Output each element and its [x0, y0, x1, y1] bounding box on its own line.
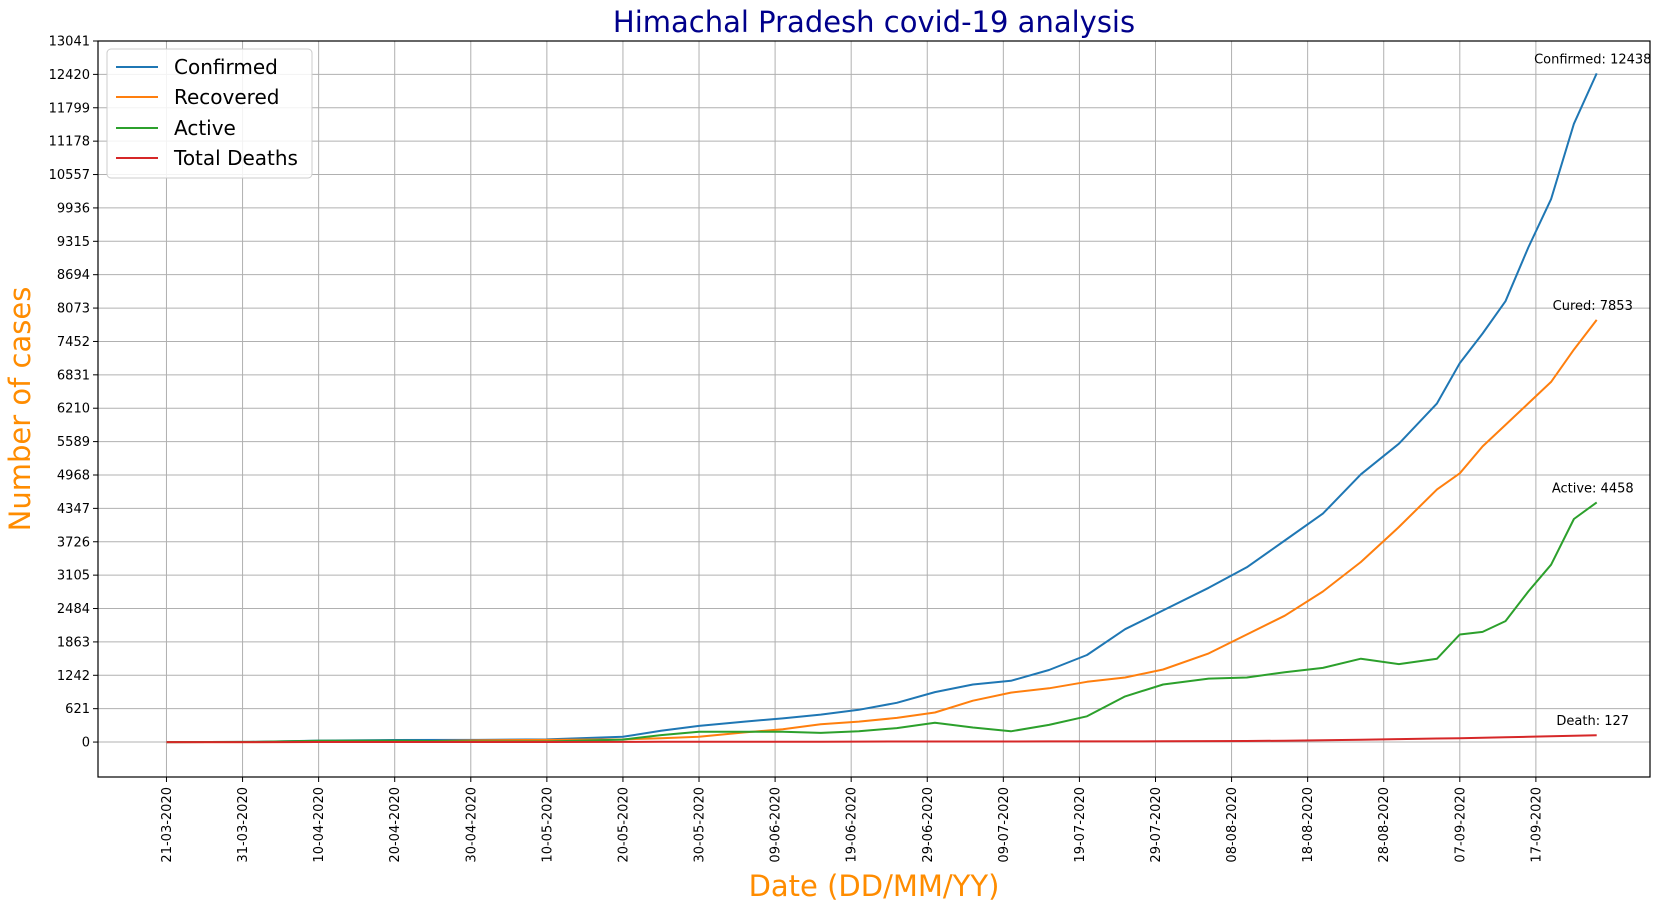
y-tick-label: 9315: [57, 235, 90, 250]
x-tick-label: 31-03-2020: [236, 787, 251, 863]
x-tick-label: 17-09-2020: [1529, 787, 1544, 863]
series-lines: [166, 72, 1598, 744]
y-tick-label: 0: [82, 736, 90, 751]
x-axis-label: Date (DD/MM/YY): [749, 869, 1000, 903]
x-tick-label: 09-06-2020: [769, 787, 784, 863]
y-tick-label: 4347: [57, 502, 90, 517]
y-axis-ticks: 0 621 1242 1863 2484 3105 3726 4347 4968 5589 6210…: [49, 35, 98, 751]
series-line-confirmed: [166, 72, 1598, 744]
x-tick-label: 09-07-2020: [997, 787, 1012, 863]
y-tick-label: 2484: [57, 602, 90, 617]
x-tick-label: 07-09-2020: [1453, 787, 1468, 863]
legend-entry-confirmed: Confirmed: [116, 55, 278, 79]
x-tick-label: 10-04-2020: [312, 787, 327, 863]
legend-entry-recovered: Recovered: [116, 85, 279, 109]
x-tick-label: 10-05-2020: [540, 787, 555, 863]
y-tick-label: 11178: [49, 135, 90, 150]
y-tick-label: 10557: [49, 168, 90, 183]
y-tick-label: 12420: [49, 68, 90, 83]
legend-entry-active: Active: [116, 116, 236, 140]
x-tick-label: 19-07-2020: [1073, 787, 1088, 863]
y-axis-label: Number of cases: [3, 287, 37, 532]
x-axis-ticks: 21-03-2020 31-03-2020 10-04-2020 20-04-2020…: [160, 777, 1544, 863]
x-tick-label: 30-04-2020: [464, 787, 479, 863]
y-tick-label: 5589: [57, 435, 90, 450]
legend-box: [106, 48, 313, 179]
x-tick-label: 28-08-2020: [1377, 787, 1392, 863]
y-tick-label: 1863: [57, 635, 90, 650]
x-tick-label: 29-06-2020: [921, 787, 936, 863]
x-tick-label: 19-06-2020: [845, 787, 860, 863]
annotation-confirmed: Confirmed: 12438: [1534, 52, 1651, 67]
y-tick-label: 9936: [57, 201, 90, 216]
annotation-active: Active: 4458: [1552, 481, 1634, 496]
y-tick-label: 621: [65, 702, 90, 717]
plot-frame: [97, 40, 1651, 778]
y-tick-label: 6210: [57, 402, 90, 417]
legend-label-confirmed: Confirmed: [174, 55, 278, 79]
x-tick-label: 18-08-2020: [1301, 787, 1316, 863]
x-tick-label: 30-05-2020: [693, 787, 708, 863]
y-tick-label: 11799: [49, 101, 90, 116]
y-tick-label: 3726: [57, 535, 90, 550]
legend: Confirmed Recovered Active Total Deaths: [106, 48, 313, 179]
annotation-recovered: Cured: 7853: [1553, 299, 1633, 314]
x-tick-label: 20-05-2020: [616, 787, 631, 863]
x-tick-label: 20-04-2020: [388, 787, 403, 863]
legend-entry-total-deaths: Total Deaths: [116, 146, 298, 170]
y-tick-label: 4968: [57, 468, 90, 483]
y-tick-label: 8694: [57, 268, 90, 283]
y-tick-label: 1242: [57, 669, 90, 684]
legend-label-total-deaths: Total Deaths: [173, 146, 298, 170]
y-tick-label: 6831: [57, 368, 90, 383]
series-line-active: [166, 501, 1598, 744]
y-tick-label: 7452: [57, 335, 90, 350]
x-tick-label: 08-08-2020: [1225, 787, 1240, 863]
x-tick-label: 29-07-2020: [1149, 787, 1164, 863]
legend-label-active: Active: [174, 116, 236, 140]
y-tick-label: 13041: [49, 35, 90, 50]
y-tick-label: 8073: [57, 302, 90, 317]
y-tick-label: 3105: [57, 569, 90, 584]
chart-title: Himachal Pradesh covid-19 analysis: [613, 5, 1135, 39]
annotation-total-deaths: Death: 127: [1556, 714, 1629, 729]
x-tick-label: 21-03-2020: [160, 787, 175, 863]
annotations: Confirmed: 12438 Cured: 7853 Active: 4458 D…: [1534, 52, 1651, 729]
series-line-total-deaths: [166, 734, 1597, 744]
legend-label-recovered: Recovered: [174, 85, 279, 109]
